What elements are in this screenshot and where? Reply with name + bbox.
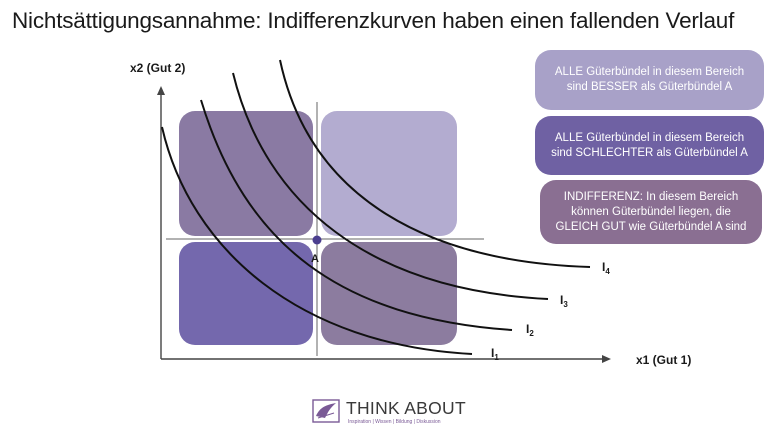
curve-i4 bbox=[279, 59, 591, 268]
bird-logo-icon bbox=[312, 399, 340, 423]
y-axis bbox=[157, 86, 165, 359]
point-a-label: A bbox=[311, 253, 319, 265]
legend-indifference: INDIFFERENZ: In diesem Bereich können Gü… bbox=[540, 180, 762, 244]
slide-title: Nichtsättigungsannahme: Indifferenzkurve… bbox=[12, 8, 735, 33]
curve-label-i2: I2 bbox=[526, 322, 534, 338]
logo-tagline: Inspiration | Wissen | Bildung | Diskuss… bbox=[348, 419, 441, 425]
curve-label-i3: I3 bbox=[560, 293, 568, 309]
curve-label-i4: I4 bbox=[602, 260, 610, 276]
y-axis-label: x2 (Gut 2) bbox=[130, 61, 185, 75]
x-axis bbox=[161, 355, 611, 363]
think-about-logo: THINK ABOUT Inspiration | Wissen | Bildu… bbox=[312, 398, 472, 432]
region-bottom-right bbox=[321, 242, 457, 345]
curve-label-i1: I1 bbox=[491, 346, 499, 362]
legend-better: ALLE Güterbündel in diesem Bereich sind … bbox=[535, 50, 764, 110]
logo-name: THINK ABOUT bbox=[346, 398, 466, 418]
curve-i2 bbox=[200, 99, 513, 331]
point-a-marker bbox=[312, 235, 322, 245]
region-top-right bbox=[321, 111, 457, 236]
region-top-left bbox=[179, 111, 313, 236]
x-axis-label: x1 (Gut 1) bbox=[636, 353, 691, 367]
legend-worse: ALLE Güterbündel in diesem Bereich sind … bbox=[535, 116, 764, 175]
region-bottom-left bbox=[179, 242, 313, 345]
curve-i1 bbox=[161, 126, 473, 355]
curve-i3 bbox=[232, 72, 549, 300]
